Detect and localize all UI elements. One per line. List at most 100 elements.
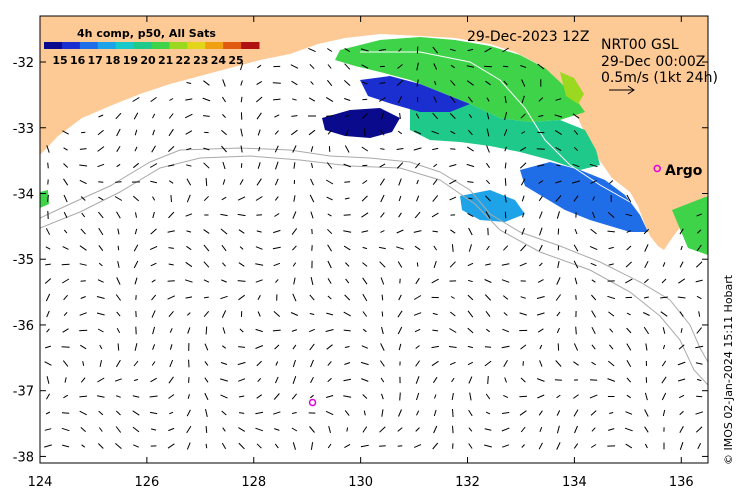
current-vector <box>397 326 403 335</box>
current-vector <box>115 443 122 449</box>
current-vector <box>451 393 454 400</box>
current-vector <box>679 261 684 268</box>
current-vector <box>186 425 192 434</box>
current-vector <box>557 260 560 269</box>
current-vector <box>396 148 404 150</box>
current-vector <box>275 161 279 170</box>
current-vector <box>240 96 243 103</box>
current-vector <box>379 261 386 268</box>
current-vector <box>449 96 456 103</box>
current-vector <box>309 294 315 301</box>
colorbar-tick-label: 25 <box>228 54 243 67</box>
current-vector <box>149 163 158 168</box>
current-vector <box>186 164 192 167</box>
current-vector <box>151 294 157 301</box>
current-vector <box>485 162 491 169</box>
current-vector <box>449 311 456 317</box>
current-vector <box>449 179 457 185</box>
current-vector <box>45 293 51 302</box>
current-vector <box>679 442 684 450</box>
current-vector <box>662 262 666 267</box>
current-vector <box>292 211 297 219</box>
current-vector <box>573 195 579 202</box>
current-vector <box>398 48 402 52</box>
colorbar-title: 4h comp, p50, All Sats <box>77 27 216 40</box>
current-vector <box>150 96 157 103</box>
current-vector <box>309 194 315 203</box>
current-vector <box>221 442 227 450</box>
current-vector <box>432 179 438 185</box>
current-vector <box>555 360 562 367</box>
current-vector <box>98 262 103 267</box>
current-vector <box>309 426 315 433</box>
current-vector <box>679 410 684 416</box>
current-vector <box>397 261 403 268</box>
current-vector <box>97 163 105 168</box>
current-vector <box>414 444 422 448</box>
current-vector <box>186 194 191 203</box>
latitude-axis: -32 -33 -34 -35 -36 -37 -38 <box>13 56 708 465</box>
current-vector <box>485 393 491 400</box>
current-vector <box>328 425 331 434</box>
current-vector <box>310 211 314 219</box>
current-vector <box>310 276 314 286</box>
current-vector <box>521 131 526 134</box>
current-vector <box>256 394 262 399</box>
current-vector <box>466 146 474 152</box>
current-vector <box>504 111 508 121</box>
current-vector <box>327 244 333 252</box>
current-vector <box>203 229 210 234</box>
current-vector <box>467 361 474 366</box>
current-vector <box>484 294 492 301</box>
current-vector <box>327 48 333 52</box>
current-vector <box>239 246 244 250</box>
current-vector <box>132 395 140 398</box>
current-vector <box>362 394 368 399</box>
current-vector <box>485 195 491 202</box>
current-vector <box>133 244 139 252</box>
current-vector <box>167 443 175 449</box>
current-vector <box>186 178 192 186</box>
current-vector <box>203 80 210 86</box>
current-vector <box>590 444 597 448</box>
current-vector <box>695 411 704 415</box>
current-vector <box>431 278 439 284</box>
current-vector <box>573 146 579 152</box>
current-vector <box>221 310 227 318</box>
current-vector <box>556 164 561 167</box>
lon-tick-label: 130 <box>348 475 373 490</box>
current-vector <box>677 378 686 382</box>
current-vector <box>185 261 193 268</box>
current-vector <box>504 229 507 234</box>
current-vector <box>574 425 578 434</box>
current-vector <box>309 343 315 351</box>
current-vector <box>361 230 369 233</box>
info-line-3: 0.5m/s (1kt 24h) <box>601 70 718 86</box>
current-vector <box>310 178 314 186</box>
current-vector <box>360 48 369 52</box>
current-vector <box>449 113 456 119</box>
current-vector <box>221 129 227 136</box>
current-vector <box>520 65 527 68</box>
current-vector <box>362 164 368 167</box>
current-vector <box>555 180 562 184</box>
current-vector <box>555 294 562 301</box>
current-vector <box>680 328 683 333</box>
current-vector <box>362 262 368 267</box>
current-vector <box>643 296 649 299</box>
current-vector <box>486 112 490 120</box>
current-vector <box>468 376 473 384</box>
current-vector <box>257 129 261 136</box>
current-vector <box>538 97 544 102</box>
current-vector <box>451 244 454 252</box>
current-vector <box>135 212 137 218</box>
current-vector <box>203 162 210 169</box>
current-vector <box>327 278 332 284</box>
current-vector <box>504 162 507 169</box>
current-vector <box>205 326 208 335</box>
current-vector <box>645 343 648 351</box>
current-vector <box>221 244 227 252</box>
current-vector <box>344 294 351 301</box>
current-vector <box>79 410 87 416</box>
current-vector <box>625 261 632 268</box>
